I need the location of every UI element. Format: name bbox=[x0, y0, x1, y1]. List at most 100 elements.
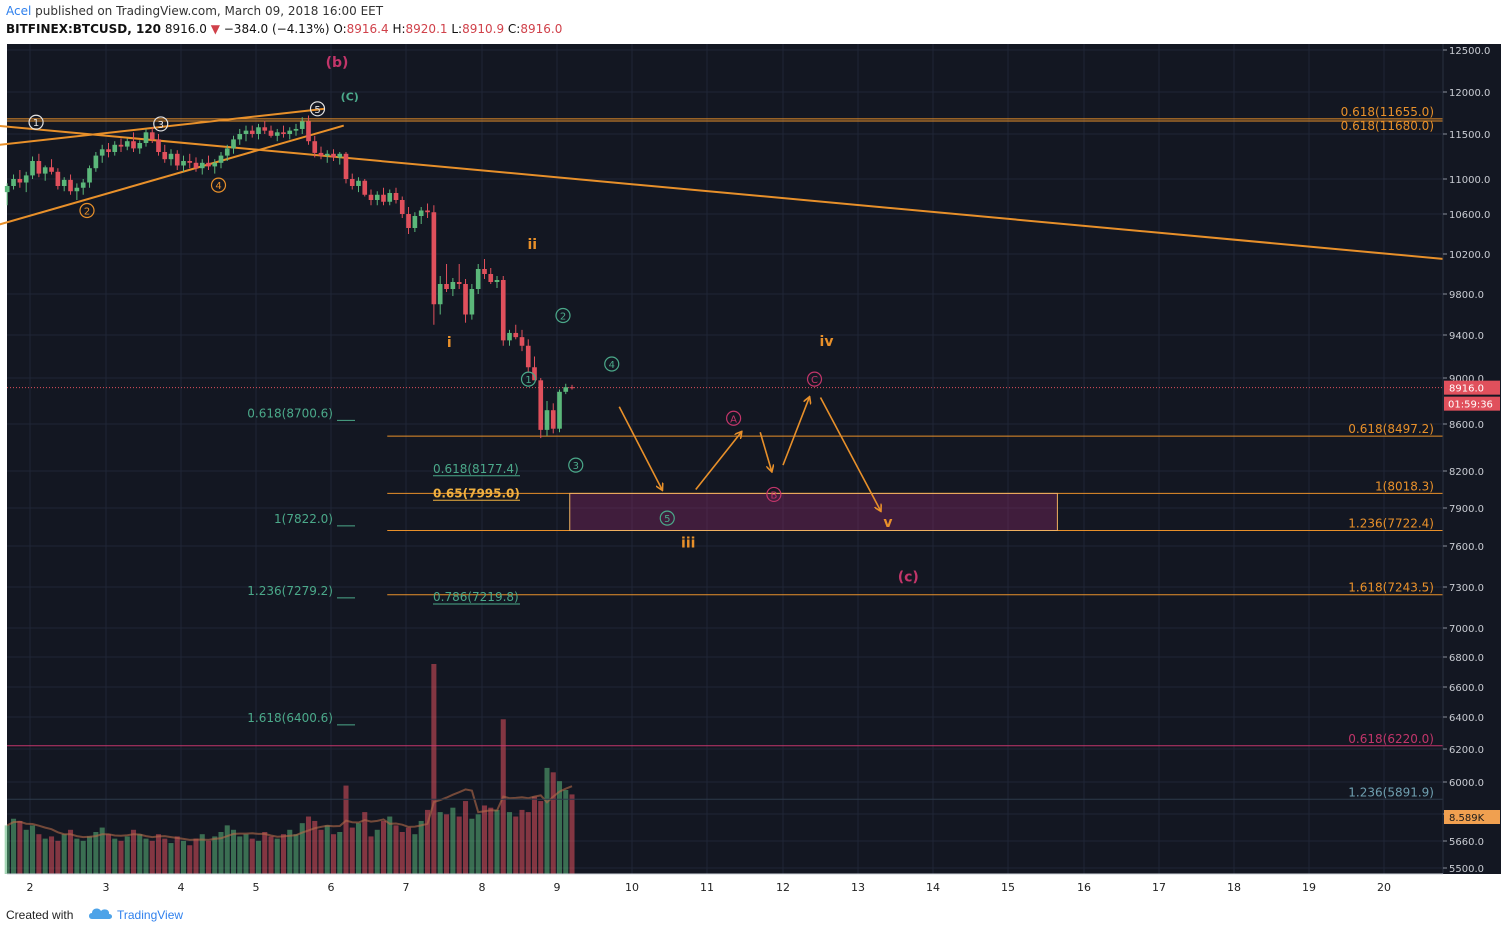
volume-bar bbox=[205, 840, 212, 874]
volume-bar bbox=[563, 790, 569, 874]
candle-body bbox=[482, 269, 487, 274]
time-tick-label: 4 bbox=[178, 881, 185, 894]
volume-bar bbox=[488, 807, 494, 874]
volume-bar bbox=[218, 832, 224, 874]
author-link[interactable]: Acel bbox=[6, 4, 32, 18]
candle-body bbox=[475, 269, 481, 289]
circle-ring bbox=[604, 356, 620, 372]
volume-bar bbox=[437, 812, 443, 874]
wave-count-circle: 5 bbox=[309, 101, 326, 117]
fib-label-right: 1.618(7243.5) bbox=[1348, 581, 1434, 595]
volume-bar bbox=[412, 834, 418, 874]
price-change: −384.0 (−4.13%) bbox=[223, 22, 330, 36]
symbol-label[interactable]: BITFINEX:BTCUSD, 120 bbox=[6, 22, 162, 36]
time-tick-label: 10 bbox=[625, 881, 639, 894]
time-tick-label: 8 bbox=[479, 881, 486, 894]
volume-bar bbox=[280, 834, 287, 874]
candle-body bbox=[318, 152, 324, 156]
volume-bar bbox=[450, 807, 456, 874]
circle-label: 4 bbox=[609, 360, 615, 371]
candle-body bbox=[324, 153, 330, 156]
volume-bar bbox=[544, 767, 550, 874]
candle-body bbox=[80, 182, 86, 188]
price-chart[interactable]: 0.618(11655.0)0.618(11680.0) 0.618(8497.2… bbox=[0, 44, 1501, 898]
candle-body bbox=[206, 162, 211, 167]
circle-label: B bbox=[770, 490, 777, 501]
candle-body bbox=[418, 210, 424, 216]
volume-bar bbox=[431, 664, 437, 874]
candle-body bbox=[262, 127, 268, 131]
volume-bar bbox=[494, 809, 500, 874]
target-zone-box bbox=[569, 492, 1058, 531]
fib-levels bbox=[7, 118, 1443, 800]
open-value: 8916.4 bbox=[346, 22, 389, 36]
projection-arrow bbox=[782, 398, 809, 466]
circle-ring bbox=[555, 307, 571, 324]
wave-count-circle: 2 bbox=[555, 307, 571, 324]
circle-label: 2 bbox=[84, 207, 90, 218]
circle-label: 4 bbox=[215, 181, 221, 192]
circle-ring bbox=[659, 510, 675, 526]
publish-info: published on TradingView.com, March 09, … bbox=[35, 4, 384, 18]
tradingview-link[interactable]: TradingView bbox=[117, 908, 184, 922]
price-tick-label: 5660.0 bbox=[1449, 837, 1484, 848]
candle-body bbox=[387, 193, 393, 202]
candle-body bbox=[425, 210, 430, 213]
time-tick-label: 3 bbox=[103, 881, 110, 894]
volume-bar bbox=[255, 840, 262, 874]
candle-body bbox=[112, 144, 118, 152]
price-axis-bg bbox=[1443, 44, 1501, 874]
candle-body bbox=[243, 130, 249, 134]
candle-body bbox=[569, 387, 575, 389]
wave-label: v bbox=[883, 515, 892, 531]
circle-label: 3 bbox=[573, 461, 579, 472]
wave-label: iii bbox=[681, 535, 695, 551]
candle-body bbox=[343, 153, 349, 179]
volume-bar bbox=[299, 823, 305, 874]
candle-body bbox=[519, 337, 525, 346]
candle-body bbox=[337, 153, 343, 158]
candle-body bbox=[181, 161, 186, 166]
volume-bar bbox=[406, 827, 412, 874]
circle-label: 1 bbox=[525, 375, 531, 386]
candle-body bbox=[237, 134, 243, 140]
volume-bar bbox=[105, 834, 112, 874]
volume-bar bbox=[274, 838, 280, 874]
volume-bar bbox=[212, 836, 218, 874]
candle-body bbox=[368, 194, 374, 200]
volume-bar bbox=[187, 845, 193, 874]
wave-count-circle: C bbox=[806, 371, 823, 387]
wave-label: (c) bbox=[898, 570, 919, 586]
candle-body bbox=[68, 179, 73, 192]
volume-bar bbox=[30, 825, 36, 874]
fib-label-right: 0.618(8497.2) bbox=[1348, 422, 1434, 436]
projection-arrow bbox=[618, 406, 662, 490]
time-tick-label: 12 bbox=[776, 881, 790, 894]
candle-body bbox=[550, 410, 556, 429]
ohlc-line: BITFINEX:BTCUSD, 120 8916.0 ▼ −384.0 (−4… bbox=[6, 22, 562, 36]
candle-body bbox=[312, 141, 318, 153]
projection-arrow bbox=[759, 431, 771, 471]
volume-bar bbox=[237, 836, 243, 874]
candle-body bbox=[118, 144, 124, 147]
price-tick-label: 11500.0 bbox=[1449, 130, 1490, 141]
circle-label: C bbox=[811, 375, 818, 386]
projection-arrow bbox=[695, 432, 741, 490]
volume-bar bbox=[68, 829, 74, 874]
volume-bar bbox=[519, 809, 525, 874]
volume-badge-text: 8.589K bbox=[1449, 813, 1485, 824]
candle-body bbox=[500, 280, 506, 341]
time-tick-label: 18 bbox=[1227, 881, 1241, 894]
volume-bar bbox=[199, 834, 205, 874]
volume-bar bbox=[130, 829, 137, 874]
candle-body bbox=[93, 155, 99, 169]
volume-bar bbox=[425, 809, 431, 874]
fib-label-right: 0.618(11680.0) bbox=[1341, 119, 1434, 133]
candle-body bbox=[199, 162, 205, 169]
candle-body bbox=[162, 152, 168, 160]
candle-body bbox=[287, 130, 293, 134]
candle-body bbox=[231, 139, 236, 149]
volume-bar bbox=[17, 820, 23, 874]
wave-label: (b) bbox=[326, 55, 349, 71]
circle-ring bbox=[153, 116, 169, 132]
